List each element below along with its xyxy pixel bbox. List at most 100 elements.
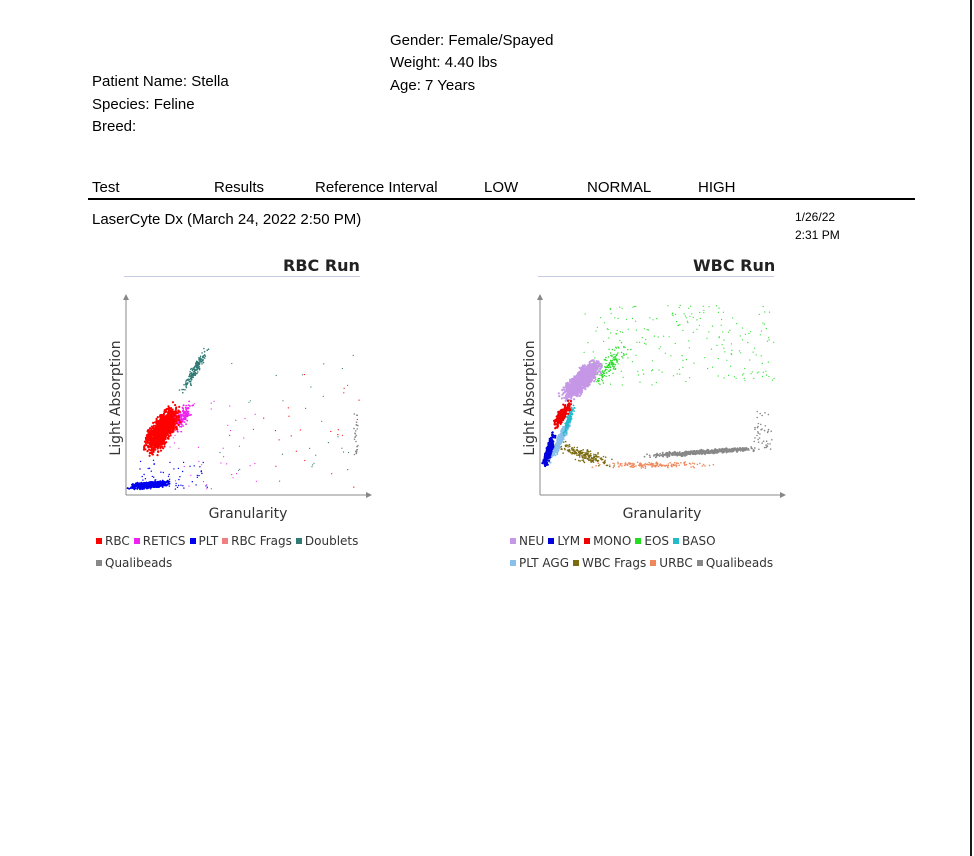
doublets-point (188, 375, 190, 378)
eos-point (729, 329, 731, 331)
rbc-legend-row: RBC RETICS PLT RBC Frags Doublets (96, 530, 406, 552)
qualibeads-point (752, 449, 755, 451)
rbc-frags-point (337, 434, 339, 436)
retics-point (183, 412, 186, 415)
eos-dense-point (609, 352, 612, 354)
doublets-scattered-point (312, 464, 314, 466)
legend-label: RETICS (142, 534, 186, 548)
plt-scattered-point (141, 484, 143, 486)
wbc-frags-point (572, 449, 575, 452)
urbc-point (591, 466, 594, 469)
plt-point (133, 485, 136, 488)
eos-dense-point (608, 374, 610, 377)
patient-gender: Gender: Female/Spayed (390, 32, 554, 49)
qualibeads-point (736, 447, 739, 449)
eos-point (761, 362, 763, 364)
plt-scattered-point (160, 483, 163, 485)
rbc-point (157, 431, 161, 434)
qualibeads-point (683, 453, 686, 456)
rbc-point (169, 411, 172, 414)
urbc-point (670, 464, 672, 467)
urbc-point (669, 461, 671, 464)
rbc-frags-point (278, 439, 280, 441)
neu-point (562, 386, 565, 389)
retics-point (180, 417, 183, 420)
plt-scattered-points (139, 459, 208, 490)
eos-dense-point (606, 369, 608, 371)
eos-point (603, 322, 606, 324)
eos-point (711, 366, 714, 368)
qualibeads-point (723, 451, 725, 454)
doublets-point (195, 369, 197, 371)
qualibeads-scattered-point (761, 442, 763, 444)
urbc-point (693, 463, 696, 465)
wbc-frags-point (573, 452, 576, 455)
wbc-frags-point (579, 451, 582, 453)
rbc-frags-point (290, 435, 292, 437)
qualibeads-point (744, 447, 746, 449)
doublets-scattered-point (341, 447, 343, 449)
qualibeads-scattered-point (769, 443, 771, 445)
eos-point (634, 320, 637, 322)
eos-point (652, 319, 654, 321)
doublets-point (186, 382, 189, 384)
wbc-frags-point (611, 458, 613, 461)
qualibeads-point (355, 421, 358, 423)
qualibeads-point (659, 452, 661, 455)
eos-dense-point (614, 368, 617, 370)
urbc-point (701, 465, 704, 467)
doublets-point (194, 371, 197, 374)
eos-point (751, 371, 753, 373)
eos-point (707, 367, 709, 370)
eos-point (627, 357, 629, 359)
eos-point (595, 330, 597, 332)
eos-point (721, 318, 723, 320)
eos-dense-point (601, 378, 603, 381)
qualibeads-point (737, 449, 740, 452)
retics-scattered-point (178, 447, 180, 449)
rbc-point (148, 432, 151, 435)
eos-dense-point (604, 359, 607, 361)
wbc-frags-point (579, 456, 581, 458)
urbc-point (675, 464, 678, 466)
doublets-point (197, 362, 199, 365)
eos-dense-point (598, 380, 600, 382)
urbc-point (684, 464, 686, 467)
qualibeads-point (680, 452, 683, 455)
doublets-point (202, 356, 204, 359)
eos-dense-point (630, 348, 632, 351)
eos-point (750, 373, 752, 375)
eos-point (679, 304, 681, 306)
plt-point (148, 483, 151, 486)
eos-dense-point (607, 356, 610, 358)
plt-scattered-point (139, 460, 142, 463)
urbc-point (617, 465, 620, 468)
eos-point (741, 374, 743, 376)
retics-scattered-point (213, 400, 215, 402)
eos-point (720, 324, 722, 326)
qualibeads-point (729, 450, 731, 453)
doublets-scattered-point (321, 420, 323, 422)
rbc-frags-point (252, 428, 254, 430)
rbc-point (162, 416, 165, 419)
qualibeads-scattered-point (767, 443, 769, 445)
eos-point (744, 333, 746, 335)
urbc-point (692, 465, 694, 468)
retics-scattered-point (255, 480, 257, 482)
eos-dense-point (620, 342, 623, 344)
retics-scattered-point (223, 456, 225, 458)
rbc-legend: RBC RETICS PLT RBC Frags Doublets Qualib… (96, 530, 406, 574)
rbc-point (147, 429, 150, 432)
wbc-frags-point (582, 459, 585, 461)
qualibeads-scattered-point (756, 426, 759, 429)
eos-point (723, 377, 725, 379)
eos-point (596, 326, 598, 328)
urbc-point (680, 462, 682, 464)
eos-point (748, 332, 750, 335)
qualibeads-scattered-point (764, 425, 767, 427)
wbc-frags-point (567, 446, 569, 448)
retics-scattered-point (244, 417, 246, 420)
header-low: LOW (484, 179, 519, 196)
doublets-scattered-point (309, 447, 311, 449)
eos-point (773, 341, 775, 343)
